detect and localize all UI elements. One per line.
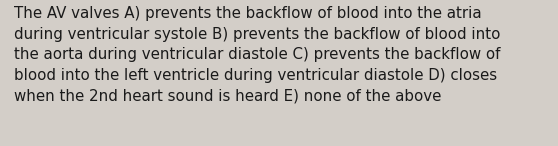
Text: The AV valves A) prevents the backflow of blood into the atria
during ventricula: The AV valves A) prevents the backflow o… <box>14 6 501 104</box>
